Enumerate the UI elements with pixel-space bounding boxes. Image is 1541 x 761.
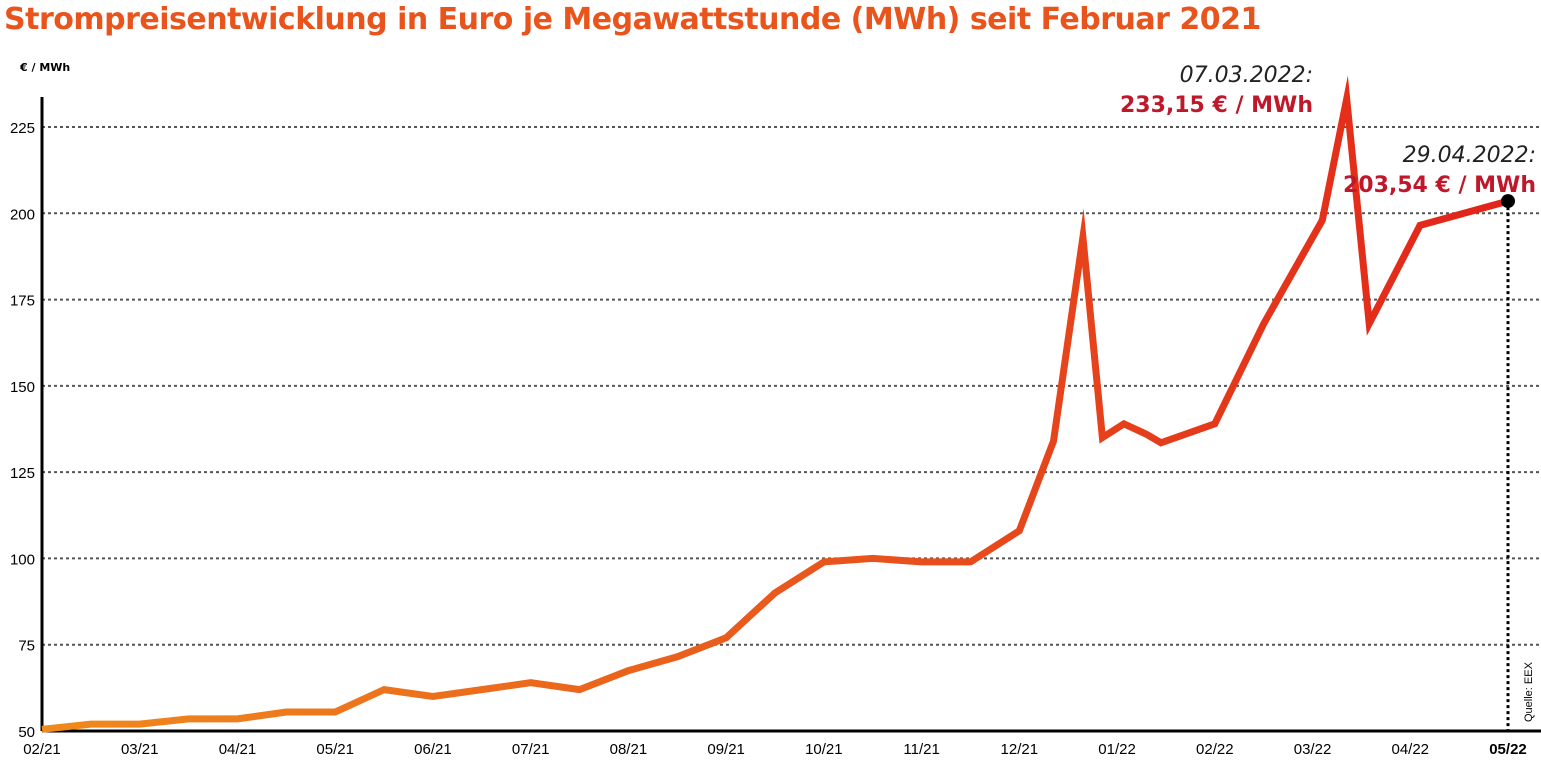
x-tick-05-22: 05/22 bbox=[1489, 741, 1527, 758]
annotation-peak-date: 07.03.2022: bbox=[1180, 63, 1313, 88]
x-tick-01-22: 01/22 bbox=[1098, 741, 1136, 758]
y-axis-unit-label: € / MWh bbox=[19, 61, 70, 74]
y-tick-125: 125 bbox=[10, 465, 35, 482]
price-line bbox=[41, 75, 1509, 733]
x-tick-03-21: 03/21 bbox=[121, 741, 159, 758]
y-tick-100: 100 bbox=[10, 551, 35, 568]
source-label: Quelle: EEX bbox=[1523, 661, 1535, 722]
y-tick-150: 150 bbox=[10, 379, 35, 396]
y-tick-225: 225 bbox=[10, 120, 35, 137]
x-tick-02-21: 02/21 bbox=[23, 741, 61, 758]
x-tick-04-21: 04/21 bbox=[219, 741, 257, 758]
annotation-peak-value: 233,15 € / MWh bbox=[1120, 93, 1313, 118]
series-group bbox=[41, 75, 1515, 733]
y-tick-200: 200 bbox=[10, 206, 35, 223]
x-tick-10-21: 10/21 bbox=[805, 741, 843, 758]
x-tick-06-21: 06/21 bbox=[414, 741, 452, 758]
annotations: 07.03.2022: 233,15 € / MWh 29.04.2022: 203,… bbox=[1120, 63, 1536, 198]
annotation-latest-date: 29.04.2022: bbox=[1403, 143, 1536, 168]
axes bbox=[40, 97, 1541, 733]
latest-value-marker bbox=[1501, 194, 1515, 209]
y-tick-labels: 50 75 100 125 150 175 200 225 bbox=[10, 120, 35, 741]
x-tick-12-21: 12/21 bbox=[1001, 741, 1039, 758]
y-tick-50: 50 bbox=[18, 724, 35, 741]
x-tick-08-21: 08/21 bbox=[610, 741, 648, 758]
x-tick-03-22: 03/22 bbox=[1294, 741, 1332, 758]
x-tick-labels: 02/21 03/21 04/21 05/21 06/21 07/21 08/21 09/21… bbox=[23, 741, 1527, 758]
x-tick-05-21: 05/21 bbox=[316, 741, 354, 758]
chart-title: Strompreisentwicklung in Euro je Megawat… bbox=[4, 2, 1261, 37]
y-tick-175: 175 bbox=[10, 293, 35, 310]
x-tick-02-22: 02/22 bbox=[1196, 741, 1234, 758]
x-tick-11-21: 11/21 bbox=[903, 741, 939, 758]
gridlines bbox=[42, 126, 1541, 646]
x-tick-04-22: 04/22 bbox=[1391, 741, 1429, 758]
annotation-latest-value: 203,54 € / MWh bbox=[1343, 173, 1536, 198]
y-tick-75: 75 bbox=[18, 638, 35, 655]
x-tick-07-21: 07/21 bbox=[512, 741, 550, 758]
x-tick-09-21: 09/21 bbox=[707, 741, 745, 758]
